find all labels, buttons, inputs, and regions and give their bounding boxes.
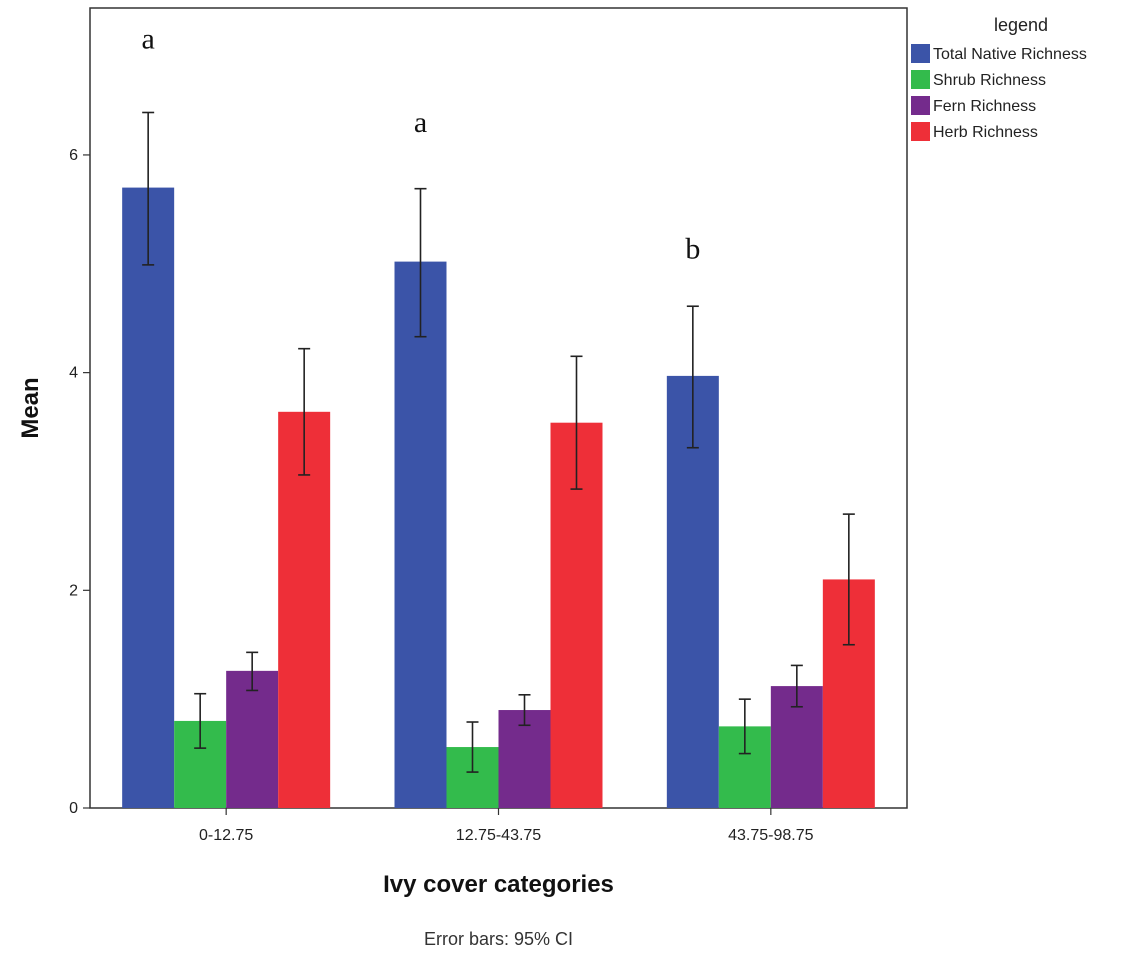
legend-swatch-herb-richness [911,122,930,141]
significance-letter-3: b [685,232,700,265]
x-tick-label-43-75-98-75: 43.75-98.75 [728,827,814,844]
x-axis: 0-12.75 12.75-43.75 43.75-98.75 [199,808,814,844]
y-tick-label-0: 0 [69,800,78,817]
y-axis-title: Mean [17,377,44,438]
legend-swatch-shrub-richness [911,70,930,89]
legend-label-fern-richness: Fern Richness [933,98,1036,115]
legend-swatch-fern-richness [911,96,930,115]
bar-fern-richness-0-12-75 [226,670,279,808]
error-bar-footnote: Error bars: 95% CI [424,929,573,949]
x-tick-label-12-75-43-75: 12.75-43.75 [456,827,542,844]
bar-total-native-richness-12-75-43-75 [394,261,447,808]
y-tick-label-4: 4 [69,365,78,382]
x-axis-title: Ivy cover categories [383,871,614,898]
legend-label-total-native-richness: Total Native Richness [933,46,1087,63]
bar-herb-richness-0-12-75 [278,411,331,808]
legend: legend Total Native Richness Shrub Richne… [911,15,1087,141]
y-tick-label-2: 2 [69,582,78,599]
legend-title: legend [994,15,1048,35]
legend-label-shrub-richness: Shrub Richness [933,72,1046,89]
significance-annotations: a a b [142,22,701,265]
y-axis: 0 2 4 6 [69,147,90,817]
significance-letter-1: a [142,22,155,55]
legend-label-herb-richness: Herb Richness [933,124,1038,141]
significance-letter-2: a [414,106,427,139]
legend-swatch-total-native-richness [911,44,930,63]
x-tick-label-0-12-75: 0-12.75 [199,827,253,844]
bar-fern-richness-12-75-43-75 [498,710,551,808]
bar-total-native-richness-0-12-75 [122,187,175,808]
chart-marks [122,111,875,808]
y-tick-label-6: 6 [69,147,78,164]
